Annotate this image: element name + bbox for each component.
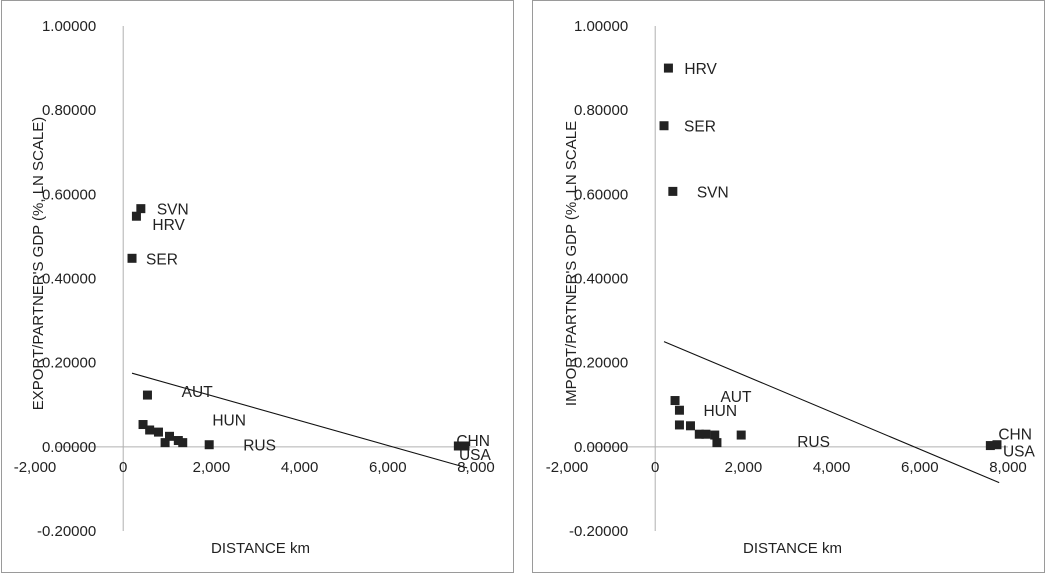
- data-point: [160, 438, 170, 448]
- point-label-svn: SVN: [157, 202, 189, 219]
- x-tick-label: 2,000: [193, 459, 231, 476]
- x-tick-label: 4,000: [813, 459, 851, 476]
- import-chart: -0.20000 0.00000 0.20000 0.40000 0.60000 0.80…: [546, 18, 1036, 557]
- y-tick-label: 0.20000: [42, 355, 96, 372]
- data-point: [178, 438, 188, 448]
- x-tick-label: 0: [651, 459, 659, 476]
- point-label-hrv: HRV: [152, 217, 185, 234]
- y-tick-label: 1.00000: [574, 18, 628, 35]
- point-label-rus: RUS: [797, 434, 830, 451]
- y-tick-label: -0.20000: [37, 523, 96, 540]
- data-point: [685, 421, 695, 431]
- point-label-chn: CHN: [998, 427, 1032, 444]
- y-axis-title: IMPORT/PARTNER'S GDP (%, LN SCALE: [563, 121, 580, 406]
- data-point: [136, 204, 146, 214]
- y-tick-label: -0.20000: [569, 523, 628, 540]
- data-point: [674, 420, 684, 430]
- point-label-aut: AUT: [182, 384, 214, 401]
- data-point: [710, 430, 720, 440]
- y-tick-label: 0.80000: [42, 102, 96, 119]
- data-point: [145, 425, 155, 435]
- data-point: [668, 186, 678, 196]
- data-point: [131, 211, 141, 221]
- data-point: [659, 121, 669, 131]
- data-point: [701, 429, 711, 439]
- import-chart-panel: -0.20000 0.00000 0.20000 0.40000 0.60000 0.80…: [532, 0, 1045, 573]
- export-chart: -0.20000 0.00000 0.20000 0.40000 0.60000 0.80…: [14, 18, 495, 557]
- data-point: [736, 430, 746, 440]
- x-tick-label: 8,000: [457, 459, 495, 476]
- point-label-hrv: HRV: [684, 61, 717, 78]
- data-point: [453, 441, 463, 451]
- y-tick-label: 0.60000: [574, 186, 628, 203]
- y-tick-label: 0.20000: [574, 355, 628, 372]
- point-label-usa: USA: [1003, 444, 1036, 461]
- data-point: [142, 390, 152, 400]
- point-label-hun: HUN: [212, 413, 246, 430]
- y-tick-label: 1.00000: [42, 18, 96, 35]
- data-point: [674, 405, 684, 415]
- x-tick-label: 0: [119, 459, 127, 476]
- y-tick-label: 0.40000: [42, 271, 96, 288]
- export-chart-panel: -0.20000 0.00000 0.20000 0.40000 0.60000 0.80…: [1, 0, 514, 573]
- data-point: [663, 63, 673, 73]
- data-point: [165, 431, 175, 441]
- y-tick-label: 0.40000: [574, 271, 628, 288]
- data-point: [992, 440, 1002, 450]
- data-point: [712, 438, 722, 448]
- x-tick-label: 2,000: [725, 459, 763, 476]
- point-label-hun: HUN: [703, 403, 737, 420]
- trendline: [131, 372, 468, 469]
- y-tick-label: 0.80000: [574, 102, 628, 119]
- point-label-ser: SER: [146, 251, 178, 268]
- x-tick-label: 8,000: [989, 459, 1027, 476]
- x-axis-title: DISTANCE km: [743, 540, 842, 557]
- x-axis-title: DISTANCE km: [211, 540, 310, 557]
- x-tick-label: -2,000: [546, 459, 589, 476]
- y-tick-label: 0.00000: [42, 439, 96, 456]
- data-point: [460, 441, 470, 451]
- x-tick-label: 4,000: [281, 459, 319, 476]
- data-point: [204, 440, 214, 450]
- data-point: [138, 420, 148, 430]
- y-tick-label: 0.00000: [574, 439, 628, 456]
- data-point: [670, 396, 680, 406]
- x-tick-label: 6,000: [901, 459, 939, 476]
- x-tick-label: -2,000: [14, 459, 57, 476]
- point-label-usa: USA: [459, 447, 492, 464]
- data-point: [153, 427, 163, 437]
- trendline: [663, 341, 1000, 484]
- data-point: [694, 429, 704, 439]
- y-axis-title: EXPORT/PARTNER'S GDP (%, LN SCALE): [30, 117, 47, 411]
- data-point: [985, 441, 995, 451]
- y-tick-label: 0.60000: [42, 186, 96, 203]
- point-label-svn: SVN: [697, 184, 729, 201]
- data-point: [127, 253, 137, 263]
- point-label-ser: SER: [684, 119, 716, 136]
- point-label-aut: AUT: [720, 389, 752, 406]
- point-label-rus: RUS: [243, 438, 276, 455]
- x-tick-label: 6,000: [369, 459, 407, 476]
